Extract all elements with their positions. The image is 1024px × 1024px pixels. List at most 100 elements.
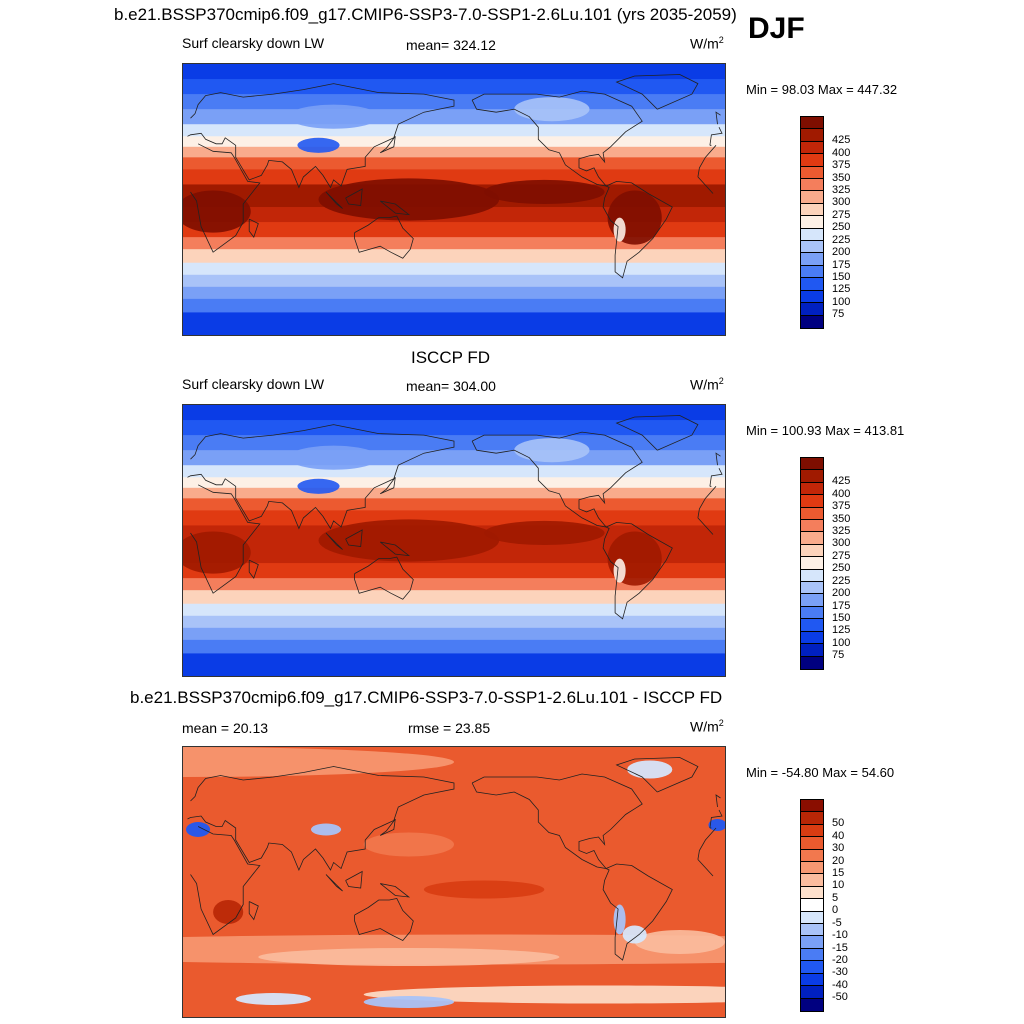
colorbar-tick-label: 10 [832, 879, 845, 892]
coastline [379, 200, 411, 216]
colorbar-segment [801, 129, 823, 142]
colorbar-tick-label: 75 [832, 308, 845, 321]
colorbar-tick-label: -50 [832, 991, 848, 1004]
panel1-variable-label: Surf clearsky down LW [182, 35, 325, 51]
coastline [187, 766, 723, 872]
colorbar-segment [801, 594, 823, 607]
colorbar-segment [801, 179, 823, 192]
colorbar-tick-label: 100 [832, 295, 851, 308]
colorbar-tick-label: -15 [832, 941, 848, 954]
colorbar-tick-label: 375 [832, 159, 851, 172]
colorbar-tick-label: 100 [832, 636, 851, 649]
colorbar-segment [801, 606, 823, 620]
panel1-world-map [182, 63, 726, 336]
colorbar-segment [801, 800, 823, 813]
colorbar-segment [801, 948, 823, 962]
coastline [379, 541, 411, 557]
panel3-mean-label: mean = 20.13 [182, 720, 269, 736]
colorbar-tick-label: 175 [832, 258, 851, 271]
colorbar-tick-label: 125 [832, 624, 851, 637]
colorbar-segment [801, 924, 823, 937]
panel1-units-label: W/m2 [690, 35, 724, 52]
colorbar-segment [801, 936, 823, 949]
colorbar-tick-label: 325 [832, 184, 851, 197]
colorbar-tick-label: 20 [832, 854, 845, 867]
colorbar-segment [801, 203, 823, 217]
colorbar-tick-label: 75 [832, 649, 845, 662]
coastline [715, 794, 721, 808]
colorbar-segment [801, 582, 823, 595]
colorbar-tick-label: 0 [832, 904, 839, 917]
panel3-world-map [182, 746, 726, 1018]
coastline [615, 757, 699, 793]
colorbar-tick-label: 350 [832, 171, 851, 184]
colorbar-tick-label: 250 [832, 221, 851, 234]
colorbar-tick-label: 40 [832, 829, 845, 842]
colorbar-tick-label: 275 [832, 549, 851, 562]
coastline [345, 188, 363, 206]
colorbar-segment [801, 216, 823, 229]
colorbar-tick-label: 150 [832, 270, 851, 283]
colorbar-segment [801, 265, 823, 279]
colorbar-segment [801, 986, 823, 999]
colorbar-segment [801, 631, 823, 645]
colorbar-tick-label: 325 [832, 525, 851, 538]
panel3-rmse-label: rmse = 23.85 [408, 720, 491, 736]
colorbar-segment [801, 315, 823, 328]
coastline [615, 74, 699, 110]
colorbar-tick-label: 425 [832, 475, 851, 488]
colorbar-tick-label: 375 [832, 500, 851, 513]
panel1-mean-label: mean= 324.12 [406, 37, 496, 53]
map-canvas [183, 747, 725, 1017]
colorbar-segment [801, 253, 823, 266]
coastline [345, 529, 363, 547]
coastline [615, 415, 699, 451]
map-canvas [183, 64, 725, 335]
panel3-units-label: W/m2 [690, 718, 724, 735]
coastline [602, 180, 673, 279]
panel3-colorbar [800, 799, 824, 1012]
colorbar-segment [801, 520, 823, 533]
colorbar-tick-label: 15 [832, 867, 845, 880]
panel2-variable-label: Surf clearsky down LW [182, 376, 325, 392]
colorbar-segment [801, 849, 823, 863]
panel1-colorbar [800, 116, 824, 329]
panel2-mean-label: mean= 304.00 [406, 378, 496, 394]
panel2-title: ISCCP FD [411, 348, 491, 367]
coastline [379, 818, 396, 836]
colorbar-segment [801, 532, 823, 545]
coastline [248, 559, 259, 579]
colorbar-segment [801, 911, 823, 925]
colorbar-segment [801, 837, 823, 850]
coastline [248, 218, 259, 238]
coastline [190, 484, 717, 594]
colorbar-tick-label: 400 [832, 487, 851, 500]
colorbar-segment [801, 824, 823, 838]
colorbar-segment [801, 458, 823, 471]
coastline [471, 773, 643, 870]
colorbar-segment [801, 507, 823, 521]
coastline [325, 532, 343, 550]
colorbar-tick-label: -30 [832, 966, 848, 979]
colorbar-tick-label: 125 [832, 283, 851, 296]
panel2-world-map [182, 404, 726, 677]
coastline [187, 83, 723, 189]
colorbar-tick-label: 30 [832, 842, 845, 855]
colorbar-tick-label: 175 [832, 599, 851, 612]
coastline [715, 452, 721, 466]
colorbar-segment [801, 557, 823, 570]
colorbar-segment [801, 470, 823, 483]
colorbar-segment [801, 241, 823, 254]
coastline [325, 874, 343, 892]
colorbar-segment [801, 656, 823, 669]
coastline [190, 826, 717, 936]
coastline [190, 143, 717, 253]
colorbar-segment [801, 141, 823, 155]
colorbar-segment [801, 961, 823, 974]
coastline [379, 477, 396, 495]
coastline [471, 90, 643, 187]
colorbar-segment [801, 886, 823, 900]
colorbar-segment [801, 874, 823, 887]
colorbar-tick-label: -10 [832, 929, 848, 942]
coastline [602, 863, 673, 961]
